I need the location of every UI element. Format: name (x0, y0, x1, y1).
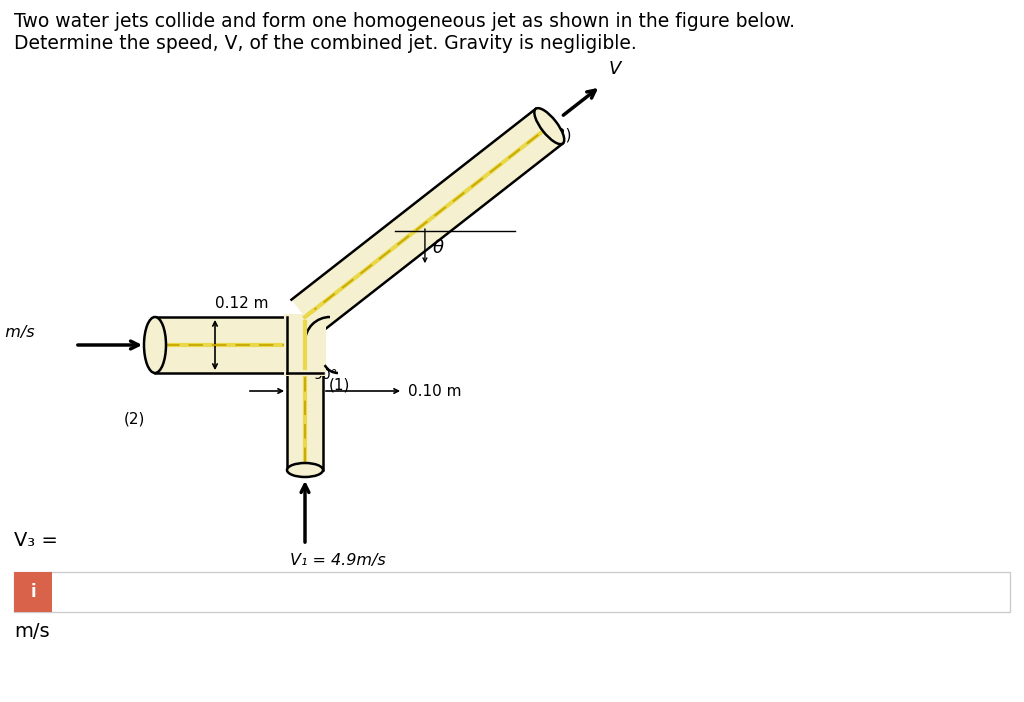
Text: θ: θ (433, 239, 444, 257)
Text: V₃ =: V₃ = (14, 531, 58, 550)
FancyBboxPatch shape (14, 572, 52, 612)
Ellipse shape (144, 317, 166, 373)
FancyBboxPatch shape (14, 572, 1010, 612)
Text: V₂ = 6 m/s: V₂ = 6 m/s (0, 325, 35, 340)
Polygon shape (287, 371, 323, 470)
Text: i: i (30, 583, 36, 601)
Polygon shape (155, 317, 305, 373)
Polygon shape (284, 314, 326, 376)
Text: 90°: 90° (313, 368, 338, 382)
Text: Determine the speed, V, of the combined jet. Gravity is negligible.: Determine the speed, V, of the combined … (14, 34, 637, 53)
Text: 0.10 m: 0.10 m (408, 383, 462, 399)
Text: (3): (3) (551, 127, 572, 142)
Polygon shape (292, 109, 563, 334)
Text: V: V (608, 60, 621, 78)
Ellipse shape (287, 463, 323, 477)
Text: V₁ = 4.9m/s: V₁ = 4.9m/s (290, 553, 386, 568)
Ellipse shape (535, 108, 564, 144)
Text: (1): (1) (329, 378, 350, 393)
Text: Two water jets collide and form one homogeneous jet as shown in the figure below: Two water jets collide and form one homo… (14, 12, 795, 31)
Text: m/s: m/s (14, 622, 49, 641)
Text: 0.12 m: 0.12 m (215, 296, 268, 311)
Text: (2): (2) (124, 411, 145, 426)
